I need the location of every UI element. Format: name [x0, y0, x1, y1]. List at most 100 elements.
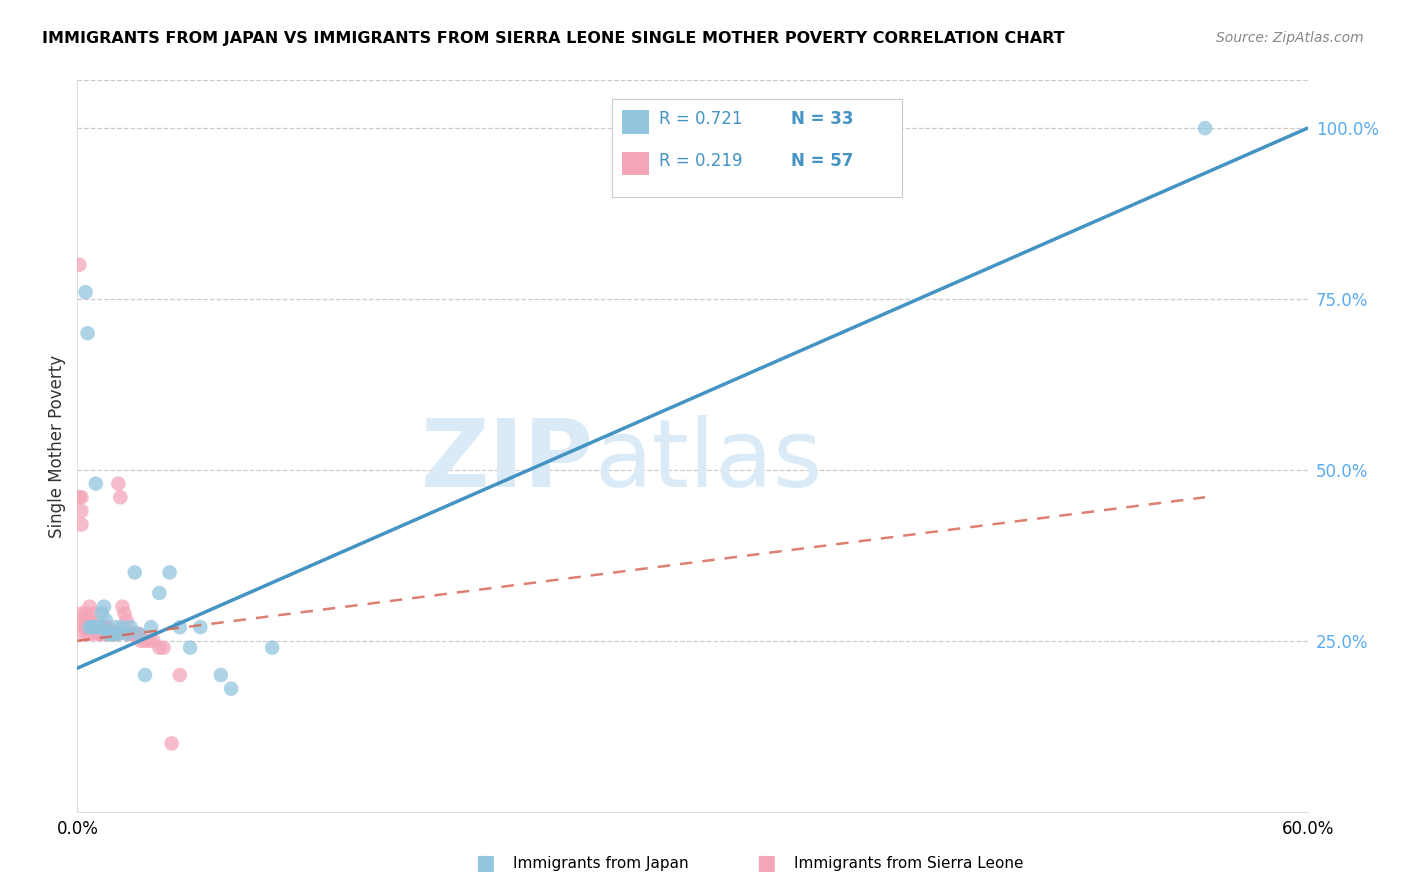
Point: [107, 627, 129, 641]
Point: [209, 668, 232, 682]
Point: [111, 620, 134, 634]
Point: [90, 620, 114, 634]
Point: [93, 627, 115, 641]
Point: [76, 613, 98, 627]
Point: [80, 627, 103, 641]
Point: [83, 607, 105, 621]
Point: [101, 627, 124, 641]
Text: N = 33: N = 33: [792, 110, 853, 128]
Point: [114, 607, 136, 621]
Point: [84, 476, 107, 491]
Point: [169, 620, 191, 634]
Point: [79, 620, 101, 634]
Point: [75, 620, 97, 634]
Point: [97, 620, 120, 634]
Point: [124, 566, 146, 580]
Point: [101, 627, 124, 641]
Point: [79, 599, 101, 614]
Point: [103, 627, 125, 641]
Point: [103, 627, 125, 641]
Text: R = 0.721: R = 0.721: [659, 110, 742, 128]
Point: [76, 620, 98, 634]
FancyBboxPatch shape: [613, 99, 901, 197]
Point: [152, 640, 174, 655]
Point: [105, 627, 128, 641]
Point: [159, 566, 181, 580]
Point: [83, 620, 105, 634]
Point: [262, 640, 284, 655]
Point: [121, 627, 143, 641]
Point: [76, 627, 98, 641]
Point: [94, 620, 117, 634]
Point: [76, 326, 98, 341]
Point: [105, 620, 128, 634]
Point: [97, 627, 120, 641]
Point: [134, 668, 156, 682]
Point: [148, 586, 170, 600]
Point: [67, 258, 90, 272]
Text: IMMIGRANTS FROM JAPAN VS IMMIGRANTS FROM SIERRA LEONE SINGLE MOTHER POVERTY CORR: IMMIGRANTS FROM JAPAN VS IMMIGRANTS FROM…: [42, 31, 1064, 46]
FancyBboxPatch shape: [623, 152, 650, 176]
Point: [138, 633, 160, 648]
Point: [70, 517, 93, 532]
Point: [87, 627, 110, 641]
Point: [98, 627, 121, 641]
Point: [67, 490, 90, 504]
Text: R = 0.219: R = 0.219: [659, 152, 742, 169]
Point: [84, 620, 107, 634]
Point: [103, 627, 125, 641]
Point: [89, 620, 111, 634]
Point: [93, 599, 115, 614]
Point: [120, 627, 142, 641]
Point: [124, 627, 146, 641]
Point: [115, 613, 138, 627]
Point: [128, 627, 150, 641]
Text: ■: ■: [756, 854, 776, 873]
Point: [107, 476, 129, 491]
Point: [87, 620, 110, 634]
Point: [90, 627, 114, 641]
Text: Immigrants from Sierra Leone: Immigrants from Sierra Leone: [794, 856, 1024, 871]
Point: [87, 620, 110, 634]
Point: [1194, 121, 1216, 136]
Point: [141, 620, 163, 634]
Point: [83, 620, 105, 634]
Point: [219, 681, 242, 696]
Point: [72, 627, 94, 641]
Point: [110, 490, 132, 504]
Point: [188, 620, 212, 634]
Point: [97, 627, 120, 641]
Point: [160, 736, 183, 750]
Point: [94, 627, 117, 641]
Point: [128, 627, 150, 641]
Point: [72, 613, 94, 627]
Point: [89, 620, 111, 634]
Point: [111, 599, 134, 614]
Text: ZIP: ZIP: [422, 415, 595, 507]
Point: [120, 620, 142, 634]
Point: [70, 607, 93, 621]
Point: [94, 613, 117, 627]
Point: [80, 620, 103, 634]
Point: [79, 613, 101, 627]
Point: [129, 633, 152, 648]
FancyBboxPatch shape: [623, 111, 650, 134]
Point: [80, 620, 103, 634]
Text: Immigrants from Japan: Immigrants from Japan: [513, 856, 689, 871]
Point: [75, 285, 97, 300]
Point: [179, 640, 201, 655]
Point: [89, 627, 111, 641]
Point: [93, 620, 115, 634]
Point: [115, 627, 138, 641]
Point: [142, 633, 165, 648]
Point: [75, 607, 97, 621]
Point: [90, 607, 114, 621]
Point: [72, 620, 94, 634]
Text: ■: ■: [475, 854, 495, 873]
Text: atlas: atlas: [595, 415, 823, 507]
Point: [98, 627, 121, 641]
Point: [70, 490, 93, 504]
Point: [169, 668, 191, 682]
Point: [125, 627, 148, 641]
Y-axis label: Single Mother Poverty: Single Mother Poverty: [48, 354, 66, 538]
